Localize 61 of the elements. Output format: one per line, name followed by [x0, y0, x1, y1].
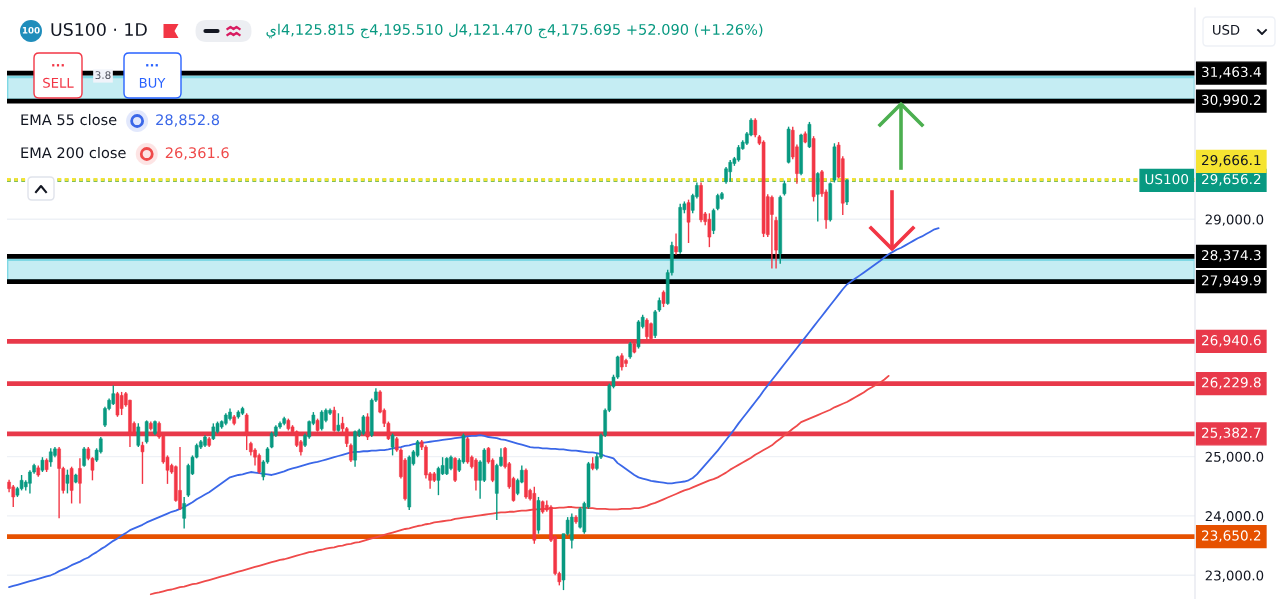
- candlestick: [140, 441, 145, 485]
- candlestick: [48, 447, 53, 468]
- y-tick-label: 24,000.0: [1205, 511, 1264, 523]
- candlestick: [807, 121, 812, 149]
- candlestick: [390, 432, 395, 457]
- candlestick: [674, 232, 678, 256]
- candlestick: [361, 414, 366, 436]
- candlestick: [69, 465, 74, 505]
- candlestick: [65, 468, 70, 495]
- candlestick: [257, 452, 261, 475]
- candlestick: [78, 457, 82, 505]
- annotation: 3.8: [95, 71, 111, 80]
- candlestick: [336, 412, 341, 433]
- annotation: 28,852.8: [156, 114, 220, 127]
- y-tick-label: 23,000.0: [1205, 570, 1264, 582]
- candlestick: [707, 212, 712, 248]
- ref-line-label: 26,229.8: [1202, 377, 1261, 389]
- y-tick-label: 29,000.0: [1205, 214, 1264, 226]
- ref-line-label: 29,656.2: [1202, 173, 1261, 186]
- ref-line-label: 30,990.2: [1202, 94, 1261, 107]
- candlestick: [178, 446, 182, 511]
- ref-line-label: 25,382.7: [1202, 427, 1261, 440]
- legend-label: EMA 200 close: [21, 146, 126, 159]
- candlestick: [11, 484, 16, 508]
- candlestick: [136, 422, 141, 448]
- text: يا4,125.815 ج4,195.510 ل4,121.470 ج4,175.695 +52.090 (+1.26%): [266, 23, 763, 39]
- annotation: ...: [146, 64, 158, 67]
- ref-line-label: 29,666.1: [1202, 154, 1261, 167]
- line-series: [149, 374, 890, 596]
- ref-line-label: 23,650.2: [1202, 530, 1261, 543]
- candlestick: [453, 456, 457, 483]
- text: USD: [1213, 24, 1240, 35]
- annotation: 100: [22, 26, 40, 34]
- candlestick: [474, 457, 478, 492]
- y-tick-label: 25,000.0: [1205, 451, 1264, 464]
- candlestick: [711, 207, 716, 235]
- ref-line-label: 26,940.6: [1202, 335, 1261, 347]
- candlestick: [770, 194, 774, 270]
- candlestick: [349, 442, 353, 463]
- annotation: 26,361.6: [165, 147, 229, 160]
- ref-line-label: 27,949.9: [1202, 275, 1261, 287]
- candlestick: [570, 512, 574, 550]
- candlestick: [115, 391, 120, 418]
- text: US100 · 1D: [51, 22, 147, 37]
- candlestick: [182, 496, 186, 530]
- legend-label: EMA 55 close: [21, 113, 117, 126]
- ref-line-label: 28,374.3: [1202, 250, 1261, 262]
- candlestick: [119, 391, 124, 416]
- annotation: BUY: [139, 78, 166, 88]
- candlestick: [111, 384, 116, 406]
- candlestick: [57, 446, 61, 519]
- candlestick: [686, 198, 691, 244]
- annotation: ...: [52, 64, 64, 67]
- candlestick: [82, 446, 86, 468]
- candlestick: [319, 409, 324, 432]
- ref-line-label: 31,463.4: [1202, 66, 1261, 79]
- candlestick: [815, 171, 820, 223]
- candlestick: [845, 178, 849, 206]
- annotation: SELL: [43, 77, 74, 88]
- candlestick: [144, 419, 149, 445]
- line-series: [8, 227, 940, 589]
